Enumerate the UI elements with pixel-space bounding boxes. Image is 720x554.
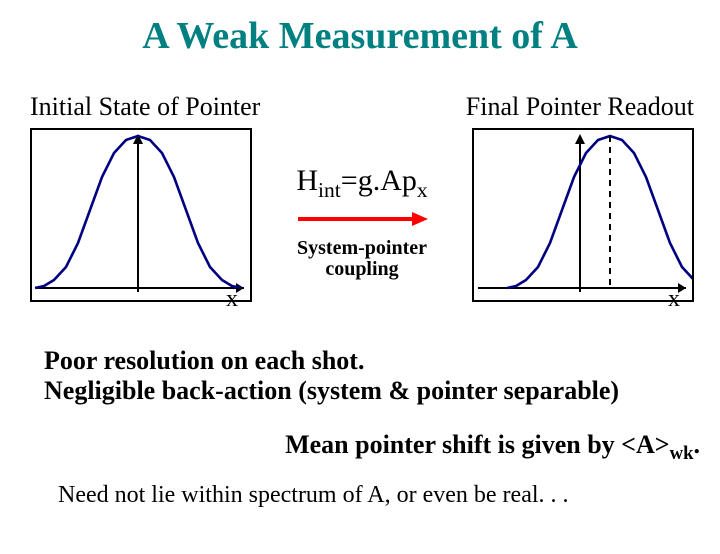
line2: Negligible back-action (system & pointer… (44, 376, 619, 405)
mean-shift-text: Mean pointer shift is given by <A>wk. (285, 430, 700, 465)
H-eq: =g.Ap (341, 164, 417, 197)
hamiltonian: Hint=g.Apx (264, 164, 460, 203)
coupling-line2: coupling (325, 258, 398, 280)
spectrum-text: Need not lie within spectrum of A, or ev… (58, 482, 569, 510)
graph-initial-svg (32, 130, 250, 300)
coupling-line1: System-pointer (297, 237, 427, 259)
resolution-text: Poor resolution on each shot. Negligible… (44, 346, 619, 406)
label-final-readout: Final Pointer Readout (466, 92, 694, 122)
graph-final-svg (474, 130, 692, 300)
H-sub: int (318, 178, 341, 202)
mean-a: Mean pointer shift is given by <A> (285, 430, 670, 459)
page-title: A Weak Measurement of A (0, 14, 720, 58)
center-block: Hint=g.Apx System-pointer coupling (264, 164, 460, 280)
arrow-head (412, 212, 428, 226)
graph-initial: x (30, 128, 252, 302)
gaussian-curve (507, 136, 692, 288)
x-label-left: x (226, 286, 238, 313)
coupling-arrow-icon (294, 209, 430, 229)
H: H (296, 164, 318, 197)
mean-sub: wk (670, 443, 694, 464)
graph-final: x (472, 128, 694, 302)
line1: Poor resolution on each shot. (44, 346, 364, 375)
mean-b: . (694, 430, 701, 459)
label-initial-state: Initial State of Pointer (30, 92, 260, 122)
coupling-label: System-pointer coupling (264, 238, 460, 280)
x-label-right: x (668, 286, 680, 313)
p-sub: x (417, 178, 428, 202)
y-axis-arrowhead (575, 134, 585, 144)
title-text: A Weak Measurement of A (142, 15, 578, 57)
